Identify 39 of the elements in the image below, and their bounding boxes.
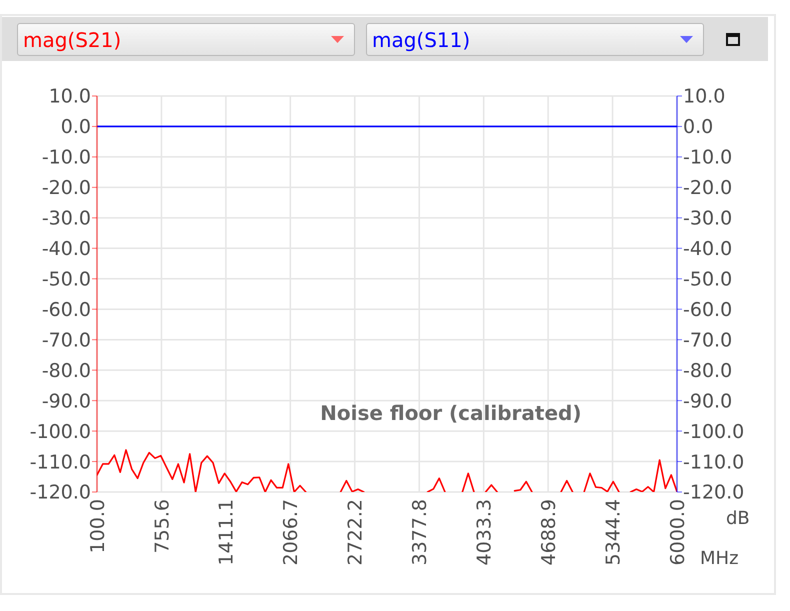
- x-tick-label: 4033.3: [474, 499, 496, 566]
- y2-tick-label: -70.0: [683, 329, 732, 352]
- y2-tick-label: -30.0: [683, 208, 732, 230]
- y-tick-label: -90.0: [42, 390, 91, 412]
- y2-tick-label: -10.0: [683, 146, 732, 169]
- y2-tick-label: 10.0: [683, 86, 726, 108]
- y2-tick-label: 0.0: [683, 116, 714, 138]
- x-tick-label: 755.6: [151, 499, 174, 554]
- y-tick-label: -110.0: [30, 451, 91, 474]
- y-tick-label: -60.0: [42, 298, 91, 321]
- y2-tick-label: -90.0: [683, 390, 732, 412]
- y2-tick-label: -40.0: [683, 238, 732, 260]
- x-tick-label: 3377.8: [409, 499, 432, 566]
- dropdown-field: mag(S21): [17, 23, 355, 56]
- x-axis-title: MHz: [700, 548, 739, 569]
- y-tick-label: -100.0: [30, 420, 91, 443]
- y2-axis-title: dB: [726, 508, 750, 529]
- y-tick-label: -10.0: [42, 146, 91, 169]
- x-tick-label: 2066.7: [280, 499, 302, 566]
- y-tick-label: 10.0: [48, 86, 91, 108]
- y-tick-label: -20.0: [42, 177, 91, 200]
- y-tick-label: -30.0: [42, 208, 91, 230]
- x-tick-label: 2722.2: [344, 499, 367, 566]
- dropdown-field: mag(S11): [366, 23, 704, 56]
- x-tick-label: 5344.4: [602, 499, 624, 566]
- x-tick-label: 4688.9: [538, 499, 560, 566]
- y-tick-label: 0.0: [60, 116, 91, 138]
- y-tick-label: -70.0: [42, 329, 91, 352]
- y2-tick-label: -80.0: [683, 360, 732, 382]
- x-tick-label: 1411.1: [216, 499, 238, 566]
- y2-tick-label: -20.0: [683, 177, 732, 200]
- y-tick-label: -80.0: [42, 360, 91, 382]
- y2-tick-label: -60.0: [683, 298, 732, 321]
- y2-tick-label: -100.0: [683, 420, 744, 443]
- y-tick-label: -40.0: [42, 238, 91, 260]
- y2-tick-label: -110.0: [683, 451, 744, 474]
- y2-tick-label: -50.0: [683, 268, 732, 291]
- annotation: Noise floor (calibrated): [320, 400, 582, 425]
- y-tick-label: -50.0: [42, 268, 91, 291]
